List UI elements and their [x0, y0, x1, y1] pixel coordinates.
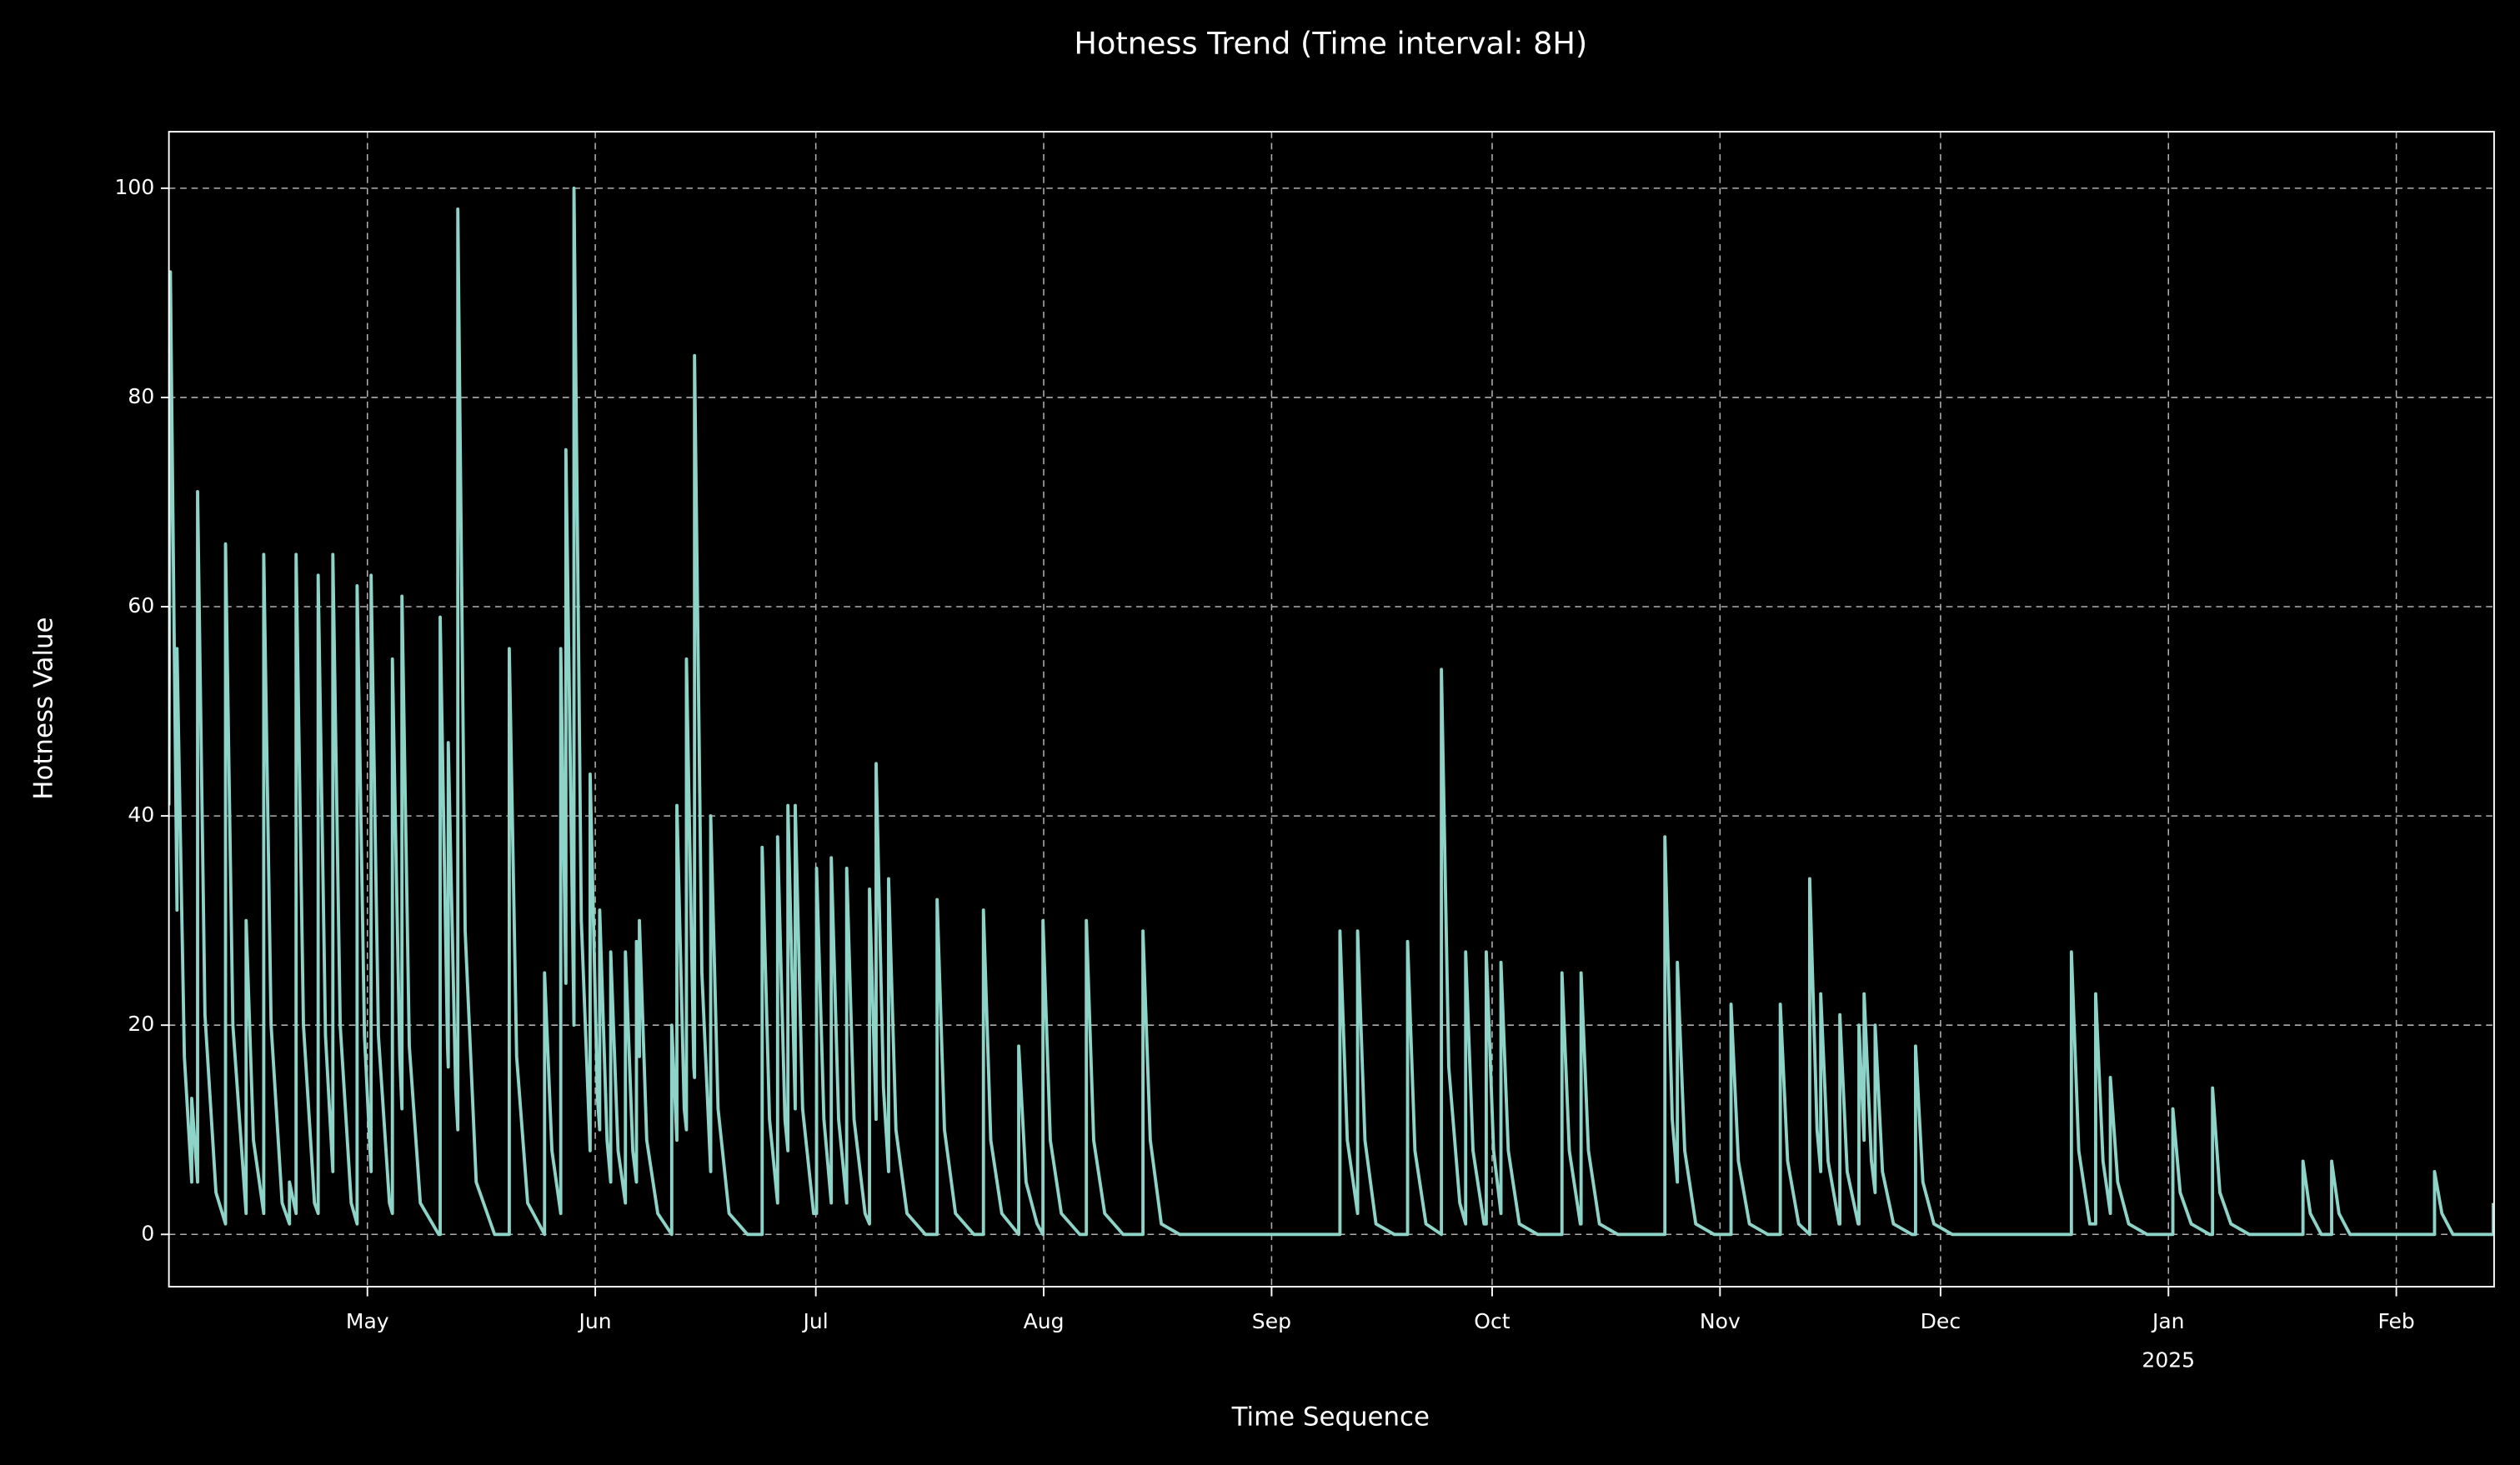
x-tick-label: Oct	[1474, 1309, 1510, 1333]
plot-frame	[168, 131, 2495, 1288]
x-axis-label: Time Sequence	[1231, 1402, 1430, 1432]
x-tick-label: Jan 2025	[2142, 1309, 2195, 1372]
x-tick-label-line: 2025	[2142, 1348, 2195, 1372]
chart-title: Hotness Trend (Time interval: 8H)	[1074, 25, 1587, 61]
y-tick-label: 100	[114, 175, 154, 199]
x-tick-label: May	[346, 1309, 389, 1333]
x-tick-label: Dec	[1921, 1309, 1961, 1333]
x-tick-label: Jun	[578, 1309, 612, 1333]
y-axis-label: Hotness Value	[29, 617, 59, 799]
x-tick-label: Feb	[2377, 1309, 2414, 1333]
x-tick-label: Jul	[802, 1309, 829, 1333]
x-tick-label: Aug	[1024, 1309, 1065, 1333]
y-tick-label: 80	[128, 384, 154, 408]
y-tick-label: 20	[128, 1012, 154, 1036]
x-tick-label: Nov	[1700, 1309, 1741, 1333]
series-line	[168, 186, 2494, 1237]
x-tick-label-line: Jan	[2151, 1309, 2185, 1333]
y-tick-label: 40	[128, 802, 154, 827]
y-tick-label: 0	[141, 1221, 154, 1245]
y-tick-label: 60	[128, 593, 154, 618]
x-tick-label: Sep	[1252, 1309, 1291, 1333]
